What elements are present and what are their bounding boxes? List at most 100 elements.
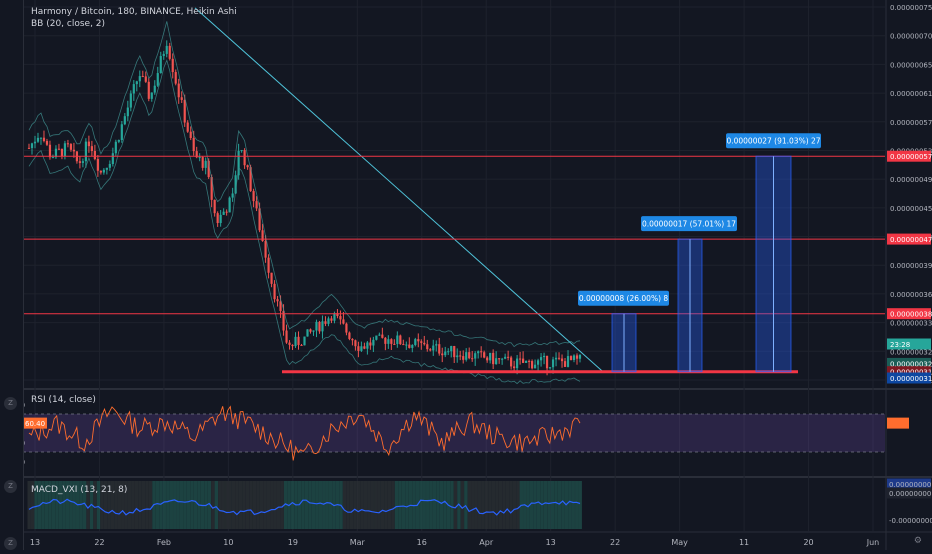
macd-histogram-bar xyxy=(176,481,180,529)
macd-histogram-bar xyxy=(214,481,219,529)
macd-histogram-bar xyxy=(96,481,101,529)
candle-body xyxy=(489,352,492,361)
macd-histogram-bar xyxy=(79,481,83,529)
zoom-icon[interactable]: Z xyxy=(4,397,17,410)
rsi-value-tag-bg xyxy=(887,417,909,429)
current-price-tag: 0.00000032 xyxy=(890,360,932,368)
candle-body xyxy=(57,148,61,150)
candle-body xyxy=(474,353,477,359)
zoom-icon[interactable]: Z xyxy=(4,537,17,550)
candle-body xyxy=(459,355,462,357)
macd-histogram-bar xyxy=(162,481,167,529)
candle-body xyxy=(381,334,384,338)
y-tick-label: 0.00000075 xyxy=(890,4,932,12)
candle-body xyxy=(243,150,246,166)
candle-body xyxy=(438,344,441,354)
macd-histogram-bar xyxy=(533,481,537,529)
macd-histogram-bar xyxy=(568,481,572,529)
macd-histogram-bar xyxy=(30,481,35,529)
candle-body xyxy=(450,346,453,352)
candle-body xyxy=(219,214,222,224)
settings-icon[interactable]: ⚙ xyxy=(913,536,922,546)
candle-body xyxy=(270,272,273,284)
candle-body xyxy=(414,339,417,346)
candle-body xyxy=(524,360,528,363)
candle-body xyxy=(575,355,579,359)
macd-legend[interactable]: MACD_VXI (13, 21, 8) xyxy=(31,485,128,495)
macd-histogram-bar xyxy=(502,481,506,529)
candle-body xyxy=(324,321,327,324)
candle-body xyxy=(27,147,31,149)
macd-histogram-bar xyxy=(346,481,350,529)
macd-histogram-bar xyxy=(48,481,52,529)
rsi-legend[interactable]: RSI (14, close) xyxy=(31,395,96,405)
macd-histogram-bar xyxy=(505,481,510,529)
macd-histogram-bar xyxy=(273,481,277,529)
macd-histogram-bar xyxy=(484,481,489,529)
candle-body xyxy=(530,361,534,369)
candle-body xyxy=(213,199,216,214)
candle-body xyxy=(387,339,390,344)
candle-body xyxy=(420,341,423,343)
candle-body xyxy=(159,56,162,74)
macd-histogram-bar xyxy=(256,481,260,529)
macd-histogram-bar xyxy=(225,481,229,529)
y-tick-label: 0.00000036 xyxy=(890,291,932,299)
candle-body xyxy=(240,150,243,152)
x-tick-label: 22 xyxy=(94,538,104,547)
candle-body xyxy=(201,157,204,168)
candle-body xyxy=(402,344,405,346)
candle-body xyxy=(516,358,519,369)
macd-histogram-bar xyxy=(550,481,555,529)
candle-body xyxy=(255,201,258,209)
macd-histogram-bar xyxy=(342,481,347,529)
macd-histogram-bar xyxy=(169,481,173,529)
bb-legend[interactable]: BB (20, close, 2) xyxy=(31,19,106,29)
macd-histogram-bar xyxy=(186,481,191,529)
macd-histogram-bar xyxy=(495,481,499,529)
candle-body xyxy=(375,335,378,340)
macd-histogram-bar xyxy=(419,481,423,529)
downtrend-line xyxy=(194,7,603,372)
candle-body xyxy=(279,301,282,311)
candle-body xyxy=(378,334,381,336)
y-tick-label: 0.00000032 xyxy=(890,348,932,356)
candle-body xyxy=(126,107,129,117)
candle-body xyxy=(237,150,240,176)
macd-histogram-bar xyxy=(41,481,45,529)
candle-body xyxy=(536,360,540,365)
x-tick-label: 11 xyxy=(739,538,749,547)
macd-histogram-bar xyxy=(328,481,333,529)
candle-body xyxy=(246,165,249,168)
macd-histogram-bar xyxy=(235,481,239,529)
macd-histogram-bar xyxy=(117,481,122,529)
macd-histogram-bar xyxy=(69,481,73,529)
candle-body xyxy=(578,354,582,359)
macd-tick-label: -0.00000000 xyxy=(889,517,932,525)
candle-body xyxy=(327,318,330,324)
macd-histogram-bar xyxy=(107,481,111,529)
candle-body xyxy=(261,230,264,242)
target-label: 0.00000017 (57.01%) 17 xyxy=(642,220,736,229)
candle-body xyxy=(306,329,309,337)
extra-price-tag: 0.00000031 xyxy=(890,375,932,383)
candle-body xyxy=(36,137,40,142)
y-tick-label: 0.00000045 xyxy=(890,205,932,213)
x-tick-label: 10 xyxy=(223,538,233,547)
candle-body xyxy=(390,339,393,344)
y-tick-label: 0.00000033 xyxy=(890,320,932,328)
macd-histogram-bar xyxy=(173,481,177,529)
macd-histogram-bar xyxy=(304,481,309,529)
x-tick-label: 13 xyxy=(546,538,556,547)
candle-body xyxy=(501,358,504,360)
countdown-tag-bg xyxy=(887,338,931,350)
macd-histogram-bar xyxy=(159,481,163,529)
candle-body xyxy=(285,330,288,343)
macd-histogram-bar xyxy=(263,481,267,529)
candle-body xyxy=(204,160,207,168)
zoom-icon[interactable]: Z xyxy=(4,480,17,493)
candle-body xyxy=(318,321,321,332)
macd-histogram-bar xyxy=(72,481,76,529)
